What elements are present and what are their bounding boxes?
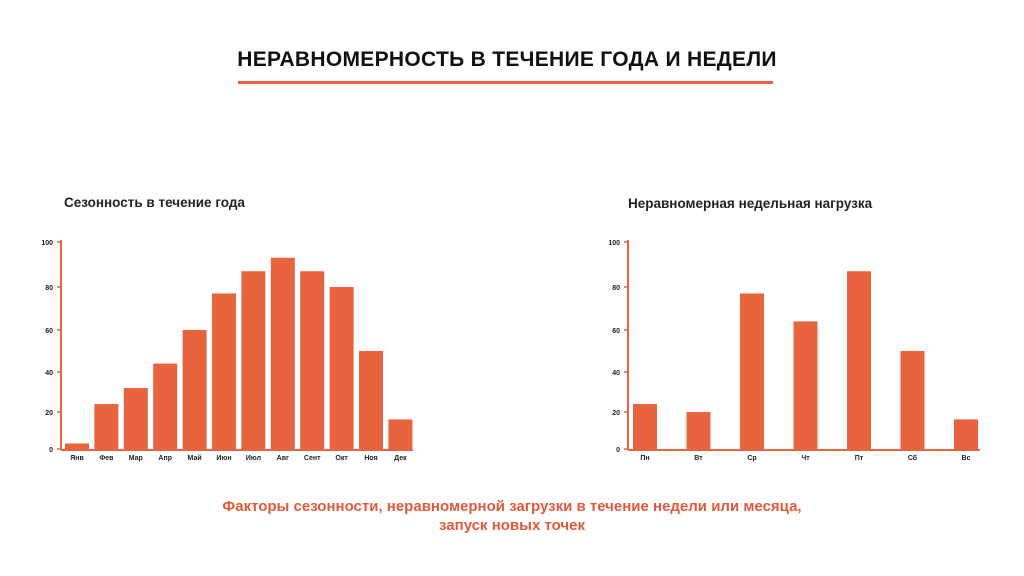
bar-Сб <box>900 351 925 449</box>
bar-Мар <box>123 388 148 449</box>
bar-Апр <box>153 363 178 449</box>
chart-title-weekly: Неравномерная недельная нагрузка <box>628 196 873 211</box>
y-tick-label: 20 <box>612 410 620 417</box>
bar-Ноя <box>359 351 383 449</box>
bar-Май <box>182 330 207 449</box>
bar-Пн <box>633 404 657 449</box>
y-tick-label: 40 <box>612 370 620 377</box>
bar-Дек <box>388 419 413 449</box>
x-tick-label: Апр <box>158 455 172 462</box>
x-tick-label: Янв <box>70 455 84 462</box>
bar-Июл <box>241 271 266 449</box>
footer-text: Факторы сезонности, неравномерной загруз… <box>0 497 1024 535</box>
y-tick-label: 60 <box>612 328 620 335</box>
y-tick-label: 100 <box>41 240 53 247</box>
y-tick-label: 80 <box>612 285 620 292</box>
bar-Окт <box>329 287 354 449</box>
y-tick-label: 0 <box>49 447 53 454</box>
y-tick-label: 100 <box>608 240 620 247</box>
bar-Июн <box>212 293 236 449</box>
x-tick-label: Ср <box>747 455 756 462</box>
bar-Вс <box>954 419 978 449</box>
x-tick-label: Пт <box>855 455 864 462</box>
x-tick-label: Чт <box>801 455 810 462</box>
bar-Авг <box>270 257 295 449</box>
x-tick-label: Июн <box>216 455 231 462</box>
x-tick-label: Фев <box>99 455 114 462</box>
y-tick-label: 40 <box>45 370 53 377</box>
title-underline <box>238 81 773 84</box>
bar-Пт <box>847 271 871 449</box>
x-tick-label: Вт <box>694 455 703 462</box>
x-tick-label: Вс <box>962 455 971 462</box>
y-tick-label: 0 <box>616 447 620 454</box>
x-tick-label: Май <box>188 454 202 462</box>
x-tick-label: Ноя <box>364 455 377 462</box>
y-tick-label: 80 <box>45 285 53 292</box>
chart-title-seasonality: Сезонность в течение года <box>64 195 245 210</box>
x-tick-label: Дек <box>394 455 407 462</box>
slide-title: НЕРАВНОМЕРНОСТЬ В ТЕЧЕНИЕ ГОДА И НЕДЕЛИ <box>237 48 777 71</box>
bar-Ср <box>740 293 764 449</box>
footer-line-2: запуск новых точек <box>439 517 585 534</box>
bar-Сент <box>300 271 325 449</box>
bar-Вт <box>686 412 711 449</box>
x-tick-label: Пн <box>640 455 649 462</box>
x-tick-label: Сб <box>908 454 918 462</box>
y-tick-label: 60 <box>45 328 53 335</box>
bar-Янв <box>65 443 89 449</box>
x-tick-label: Окт <box>335 455 348 462</box>
x-tick-label: Мар <box>129 455 143 462</box>
y-tick-label: 20 <box>45 410 53 417</box>
x-tick-label: Июл <box>246 455 261 462</box>
x-tick-label: Авг <box>277 455 289 462</box>
bar-Чт <box>793 321 818 449</box>
x-tick-label: Сент <box>304 455 321 462</box>
footer-line-1: Факторы сезонности, неравномерной загруз… <box>222 498 802 515</box>
bar-Фев <box>94 404 119 449</box>
